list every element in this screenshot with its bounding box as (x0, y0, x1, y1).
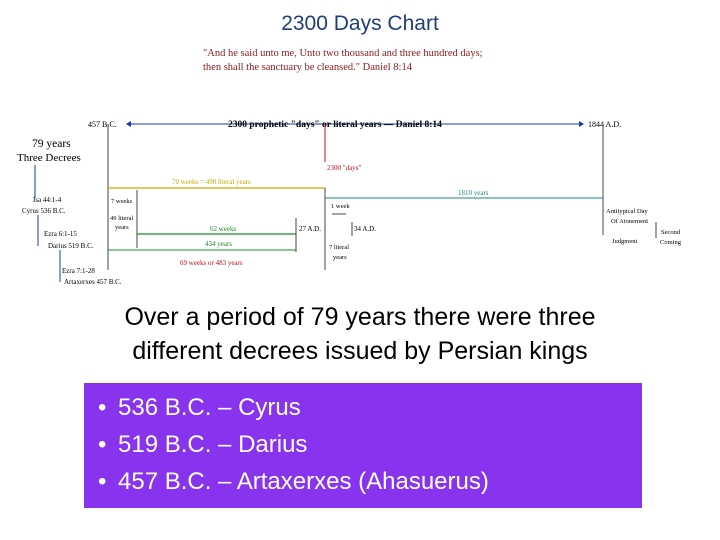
quote-line-1: "And he said unto me, Unto two thousand … (203, 48, 483, 59)
artaxerxes-label: Artaxerxes 457 B.C. (64, 278, 122, 286)
bullet-icon: • (98, 394, 107, 421)
literal-7a: 7 literal (329, 244, 349, 251)
caption-line-1: Over a period of 79 years there were thr… (124, 303, 596, 331)
start-label: 457 B.C. (88, 120, 117, 129)
decrees-list: • 536 B.C. – Cyrus • 519 B.C. – Darius • 45… (84, 383, 642, 500)
antitypical-b: Of Atonement (611, 218, 648, 225)
years-434-label: 434 years (205, 240, 232, 248)
timeline-heading: 2300 prophetic "days" or literal years —… (228, 120, 442, 130)
timeline-diagram: 457 B.C. 2300 prophetic "days" or litera… (17, 120, 682, 286)
ezra-ref-1: Ezra 6:1-15 (44, 230, 77, 238)
literal-49b: years (115, 224, 129, 231)
decree-item: • 536 B.C. – Cyrus (98, 389, 642, 426)
years-1810-label: 1810 years (458, 189, 489, 197)
one-week-label: 1 week (331, 203, 350, 210)
arrow-left-icon (126, 121, 131, 127)
ad-34-label: 34 A.D. (354, 225, 376, 233)
end-label: 1844 A.D. (588, 120, 621, 129)
cyrus-label: Cyrus 536 B.C. (22, 207, 66, 215)
second-b: Coming (660, 239, 682, 246)
years-label: 79 years (32, 138, 71, 150)
arrow-right-icon (579, 121, 584, 127)
sixty-two-weeks-label: 62 weeks (210, 225, 237, 233)
seventy-weeks-label: 70 weeks = 490 literal years (172, 178, 251, 186)
antitypical-a: Antitypical Day (606, 208, 648, 215)
quote-line-2: then shall the sanctuary be cleansed." D… (203, 62, 412, 73)
seven-weeks-label: 7 weeks (111, 198, 133, 205)
darius-label: Darius 519 B.C. (48, 242, 94, 250)
caption: Over a period of 79 years there were thr… (20, 300, 700, 368)
isa-ref: Isa 44:1-4 (33, 196, 62, 204)
second-a: Second (661, 229, 681, 236)
literal-49a: 49 literal (110, 215, 133, 222)
decree-item: • 457 B.C. – Artaxerxes (Ahasuerus) (98, 463, 642, 500)
judgment-label: Judgment (612, 238, 637, 245)
bullet-icon: • (98, 468, 107, 495)
slide-title: 2300 Days Chart (281, 12, 439, 35)
ezra-ref-2: Ezra 7:1-28 (62, 267, 95, 275)
decrees-label: Three Decrees (17, 152, 81, 164)
caption-line-2: different decrees issued by Persian king… (132, 337, 588, 365)
bullet-icon: • (98, 431, 107, 458)
literal-7b: years (333, 254, 347, 261)
ad-27-label: 27 A.D. (299, 225, 321, 233)
decree-item: • 519 B.C. – Darius (98, 426, 642, 463)
scripture-quote: "And he said unto me, Unto two thousand … (203, 47, 533, 75)
days-2300-label: 2300 "days" (327, 164, 361, 172)
sixty-nine-weeks-label: 69 weeks or 483 years (180, 259, 243, 267)
decrees-box: • 536 B.C. – Cyrus • 519 B.C. – Darius • 45… (84, 383, 642, 508)
